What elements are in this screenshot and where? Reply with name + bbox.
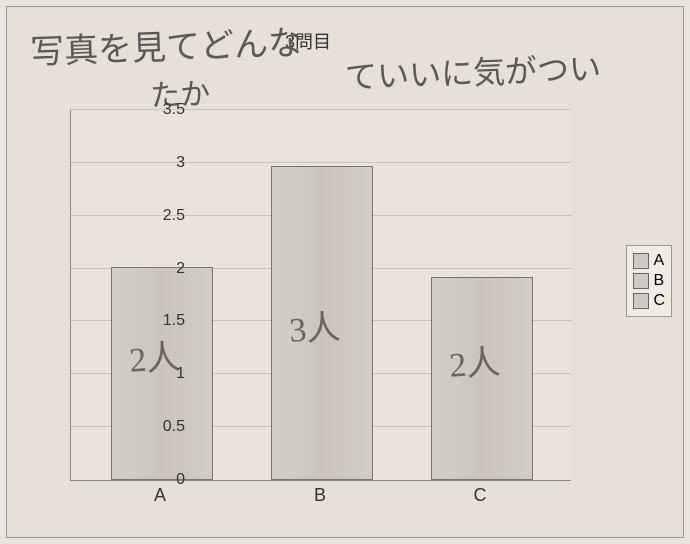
chart-title: 3問目	[285, 28, 331, 54]
legend-label: B	[653, 272, 664, 290]
ytick-1.5: 1.5	[145, 312, 185, 330]
ytick-0.5: 0.5	[145, 418, 185, 436]
xcat-A: A	[110, 485, 210, 506]
xcat-C: C	[430, 485, 530, 506]
legend-item-A: A	[633, 252, 665, 270]
legend-swatch-icon	[633, 253, 649, 269]
legend-swatch-icon	[633, 273, 649, 289]
ytick-3: 3	[145, 154, 185, 172]
legend-swatch-icon	[633, 293, 649, 309]
ytick-3.5: 3.5	[145, 101, 185, 119]
xcat-B: B	[270, 485, 370, 506]
ytick-1: 1	[145, 365, 185, 383]
legend-label: A	[653, 252, 664, 270]
legend-item-C: C	[633, 292, 665, 310]
legend-item-B: B	[633, 272, 665, 290]
bar-C	[431, 277, 533, 480]
legend-label: C	[653, 292, 665, 310]
ytick-2: 2	[145, 260, 185, 278]
legend: A B C	[626, 245, 672, 317]
ytick-2.5: 2.5	[145, 207, 185, 225]
bar-B	[271, 166, 373, 480]
